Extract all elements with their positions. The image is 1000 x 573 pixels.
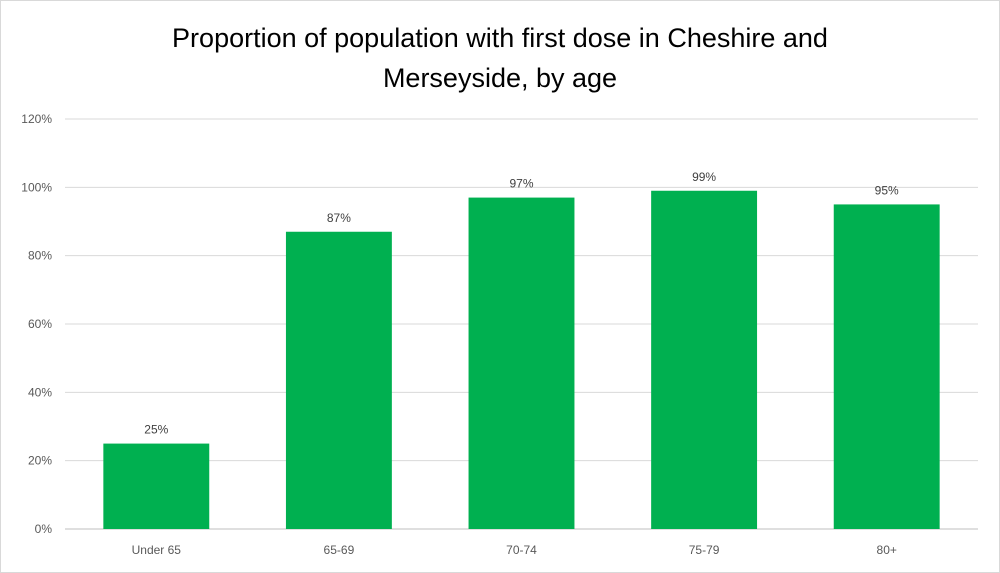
bars xyxy=(103,190,940,530)
x-axis-tick-labels: Under 65 65-69 70-74 75-79 80+ xyxy=(132,543,897,557)
bar xyxy=(651,190,758,529)
x-tick-label: 80+ xyxy=(877,543,897,557)
y-tick-label: 0% xyxy=(35,522,53,536)
data-label: 95% xyxy=(875,183,899,197)
data-label: 99% xyxy=(692,170,716,184)
x-tick-label: 70-74 xyxy=(506,543,537,557)
y-tick-label: 120% xyxy=(21,112,52,126)
bar xyxy=(103,443,210,529)
y-axis-tick-labels: 0% 20% 40% 60% 80% 100% 120% xyxy=(21,112,52,536)
x-tick-label: 65-69 xyxy=(324,543,355,557)
chart-title-line-2: Merseyside, by age xyxy=(382,63,618,93)
y-tick-label: 100% xyxy=(21,180,52,194)
y-tick-label: 20% xyxy=(28,454,52,468)
x-tick-label: 75-79 xyxy=(689,543,720,557)
data-label: 87% xyxy=(327,211,351,225)
bar xyxy=(833,204,940,529)
chart-title: Proportion of population with first dose… xyxy=(0,18,1000,98)
bar xyxy=(468,197,575,530)
data-label: 25% xyxy=(144,423,168,437)
bar xyxy=(285,231,392,529)
y-tick-label: 60% xyxy=(28,317,52,331)
x-tick-label: Under 65 xyxy=(132,543,182,557)
data-label: 97% xyxy=(509,177,533,191)
chart-title-line-1: Proportion of population with first dose… xyxy=(172,23,828,53)
data-labels: 25% 87% 97% 99% 95% xyxy=(144,170,899,437)
y-tick-label: 80% xyxy=(28,249,52,263)
y-tick-label: 40% xyxy=(28,385,52,399)
